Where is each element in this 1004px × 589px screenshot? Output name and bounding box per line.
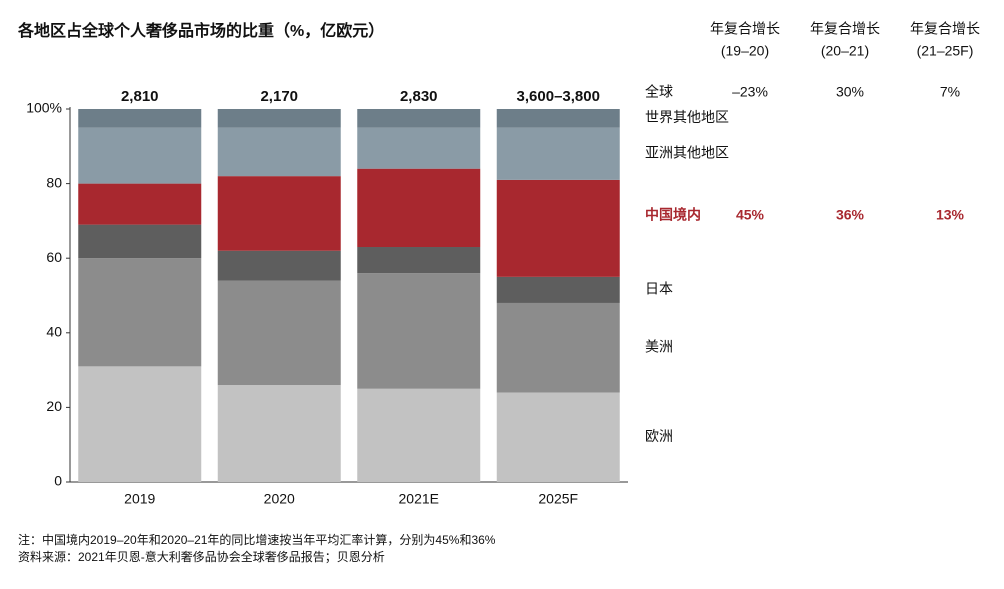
growth-value: 13% <box>936 207 965 223</box>
bar-segment <box>496 276 620 303</box>
chart-title: 各地区占全球个人奢侈品市场的比重（%，亿欧元） <box>17 21 384 40</box>
growth-row-label: 全球 <box>645 84 673 100</box>
y-tick-label: 80 <box>46 174 62 190</box>
bar-segment <box>217 176 341 251</box>
bar-segment <box>357 168 481 248</box>
bar-segment <box>357 388 481 482</box>
x-tick-label: 2025F <box>538 491 578 507</box>
y-tick-label: 40 <box>46 324 62 340</box>
x-tick-label: 2021E <box>399 491 439 507</box>
bar-segment <box>217 109 341 128</box>
series-label: 世界其他地区 <box>645 109 729 125</box>
series-label: 欧洲 <box>645 428 673 444</box>
growth-header: (20–21) <box>821 43 869 59</box>
bar-segment <box>496 179 620 277</box>
series-label: 中国境内 <box>645 207 701 223</box>
total-label: 2,810 <box>121 88 159 105</box>
bar-segment <box>496 127 620 180</box>
bar-segment <box>357 247 481 274</box>
growth-header: 年复合增长 <box>710 21 780 37</box>
y-tick-label: 20 <box>46 398 62 414</box>
bar-segment <box>357 273 481 389</box>
bar-segment <box>217 250 341 281</box>
bar-segment <box>357 127 481 169</box>
bar-segment <box>357 109 481 128</box>
bar-segment <box>78 224 202 259</box>
growth-header: (21–25F) <box>917 43 974 59</box>
source: 资料来源：2021年贝恩-意大利奢侈品协会全球奢侈品报告；贝恩分析 <box>18 549 385 564</box>
series-label: 美洲 <box>645 338 673 354</box>
total-label: 2,830 <box>400 88 438 105</box>
total-label: 3,600–3,800 <box>517 88 600 105</box>
bar-segment <box>496 109 620 128</box>
growth-header: 年复合增长 <box>810 21 880 37</box>
growth-header: (19–20) <box>721 43 769 59</box>
growth-value: 36% <box>836 207 865 223</box>
y-tick-label: 100% <box>26 100 62 116</box>
series-label: 日本 <box>645 281 673 297</box>
bar-segment <box>217 127 341 177</box>
bar-segment <box>217 280 341 386</box>
bar-segment <box>78 109 202 128</box>
x-tick-label: 2019 <box>124 491 155 507</box>
bar-segment <box>217 385 341 482</box>
growth-header: 年复合增长 <box>910 21 980 37</box>
bar-segment <box>78 366 202 482</box>
growth-value: 30% <box>836 84 864 100</box>
series-label: 亚洲其他地区 <box>645 144 729 160</box>
footnote: 注：中国境内2019–20年和2020–21年的同比增速按当年平均汇率计算，分别… <box>18 532 496 547</box>
y-tick-label: 60 <box>46 249 62 265</box>
growth-value: 45% <box>736 207 765 223</box>
bar-segment <box>78 183 202 225</box>
total-label: 2,170 <box>260 88 298 105</box>
bar-segment <box>496 302 620 393</box>
growth-value: 7% <box>940 84 960 100</box>
bar-segment <box>496 392 620 482</box>
growth-value: –23% <box>732 84 768 100</box>
x-tick-label: 2020 <box>264 491 295 507</box>
bar-segment <box>78 258 202 367</box>
y-tick-label: 0 <box>54 473 62 489</box>
bar-segment <box>78 127 202 184</box>
